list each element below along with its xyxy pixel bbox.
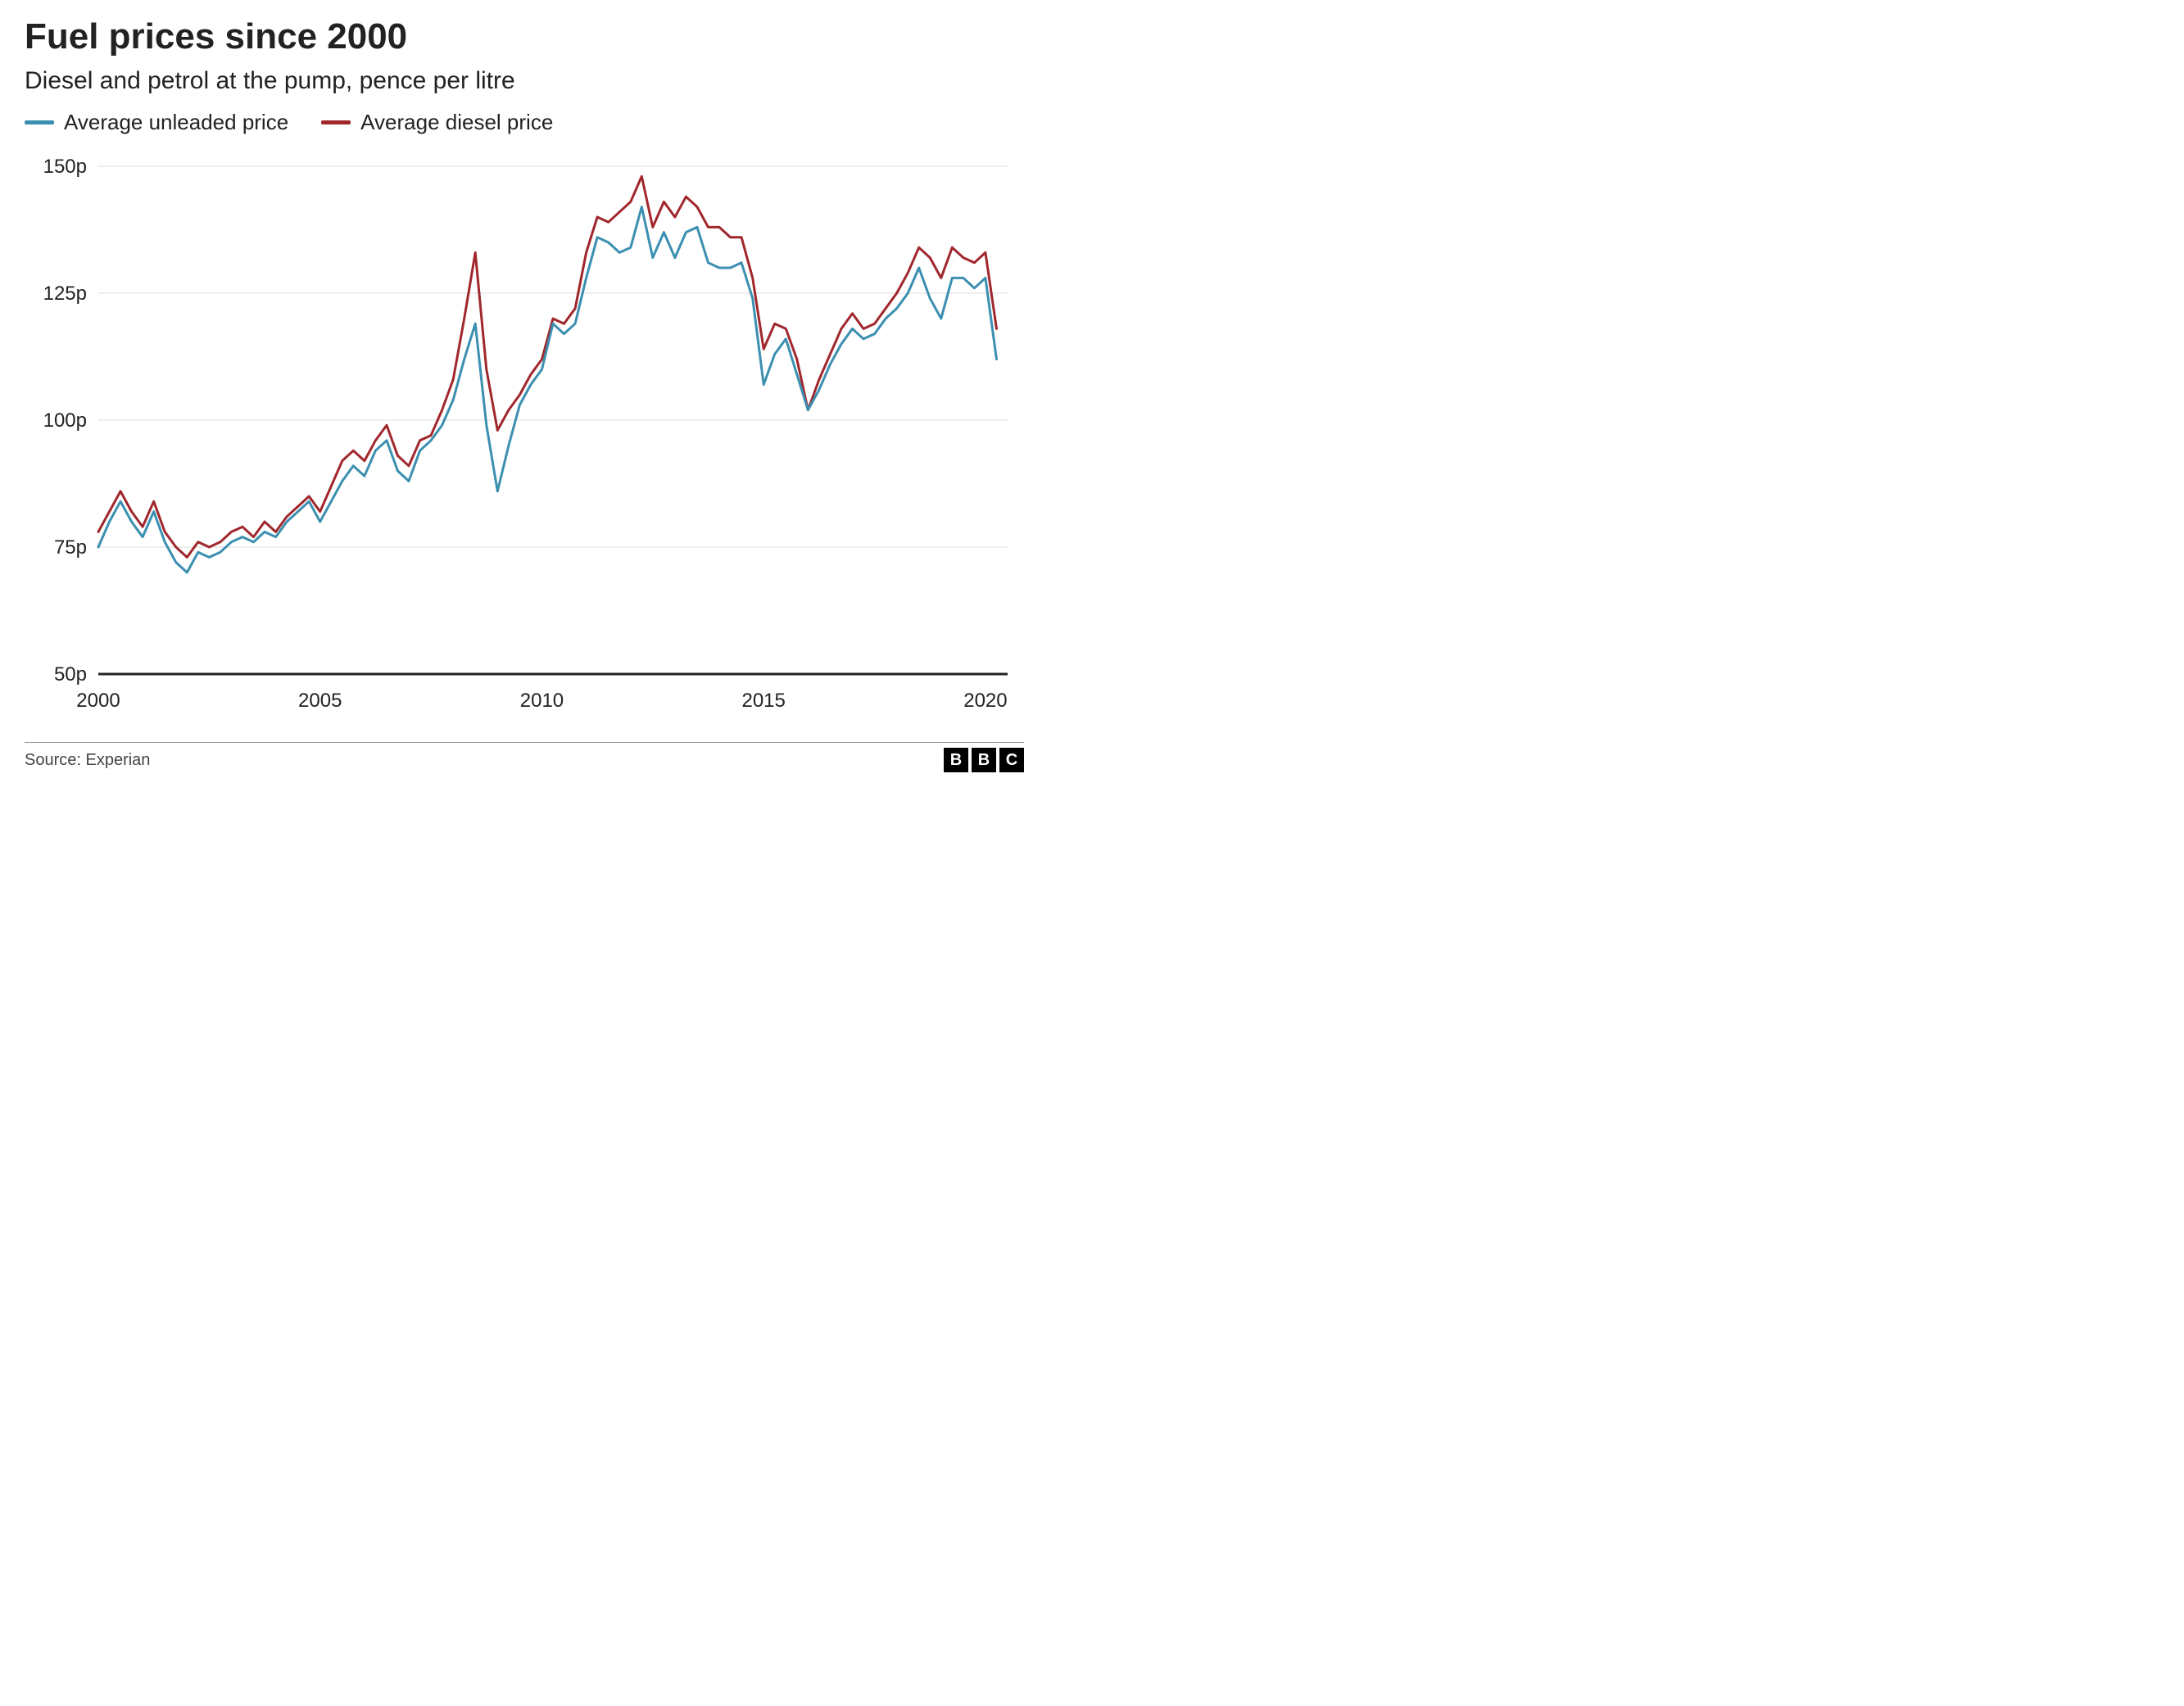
svg-text:2000: 2000	[76, 690, 120, 712]
legend-item-unleaded: Average unleaded price	[25, 110, 288, 135]
svg-text:2010: 2010	[520, 690, 564, 712]
legend-swatch-diesel	[321, 120, 351, 124]
footer: Source: Experian B B C	[25, 742, 1024, 772]
bbc-logo-block: B	[944, 748, 968, 772]
svg-text:2020: 2020	[963, 690, 1007, 712]
chart-title: Fuel prices since 2000	[25, 16, 1024, 57]
chart-area: 50p 75p 100p 125p 150p 2000 2005 2010 2015 2020	[25, 150, 1024, 727]
svg-text:50p: 50p	[54, 663, 87, 686]
svg-text:100p: 100p	[43, 410, 87, 432]
chart-subtitle: Diesel and petrol at the pump, pence per…	[25, 67, 1024, 95]
bbc-logo-block: C	[999, 748, 1024, 772]
svg-text:2005: 2005	[298, 690, 342, 712]
legend-item-diesel: Average diesel price	[321, 110, 553, 135]
bbc-logo-block: B	[972, 748, 996, 772]
legend: Average unleaded price Average diesel pr…	[25, 110, 1024, 135]
svg-text:75p: 75p	[54, 536, 87, 559]
legend-swatch-unleaded	[25, 120, 54, 124]
series-unleaded	[98, 207, 997, 572]
chart-svg: 50p 75p 100p 125p 150p 2000 2005 2010 2015 2020	[25, 150, 1024, 723]
legend-label-diesel: Average diesel price	[360, 110, 553, 135]
svg-text:150p: 150p	[43, 156, 87, 178]
svg-text:2015: 2015	[741, 690, 785, 712]
source-label: Source: Experian	[25, 751, 150, 770]
series-diesel	[98, 176, 997, 557]
legend-label-unleaded: Average unleaded price	[64, 110, 288, 135]
svg-text:125p: 125p	[43, 283, 87, 305]
bbc-logo: B B C	[944, 748, 1024, 772]
